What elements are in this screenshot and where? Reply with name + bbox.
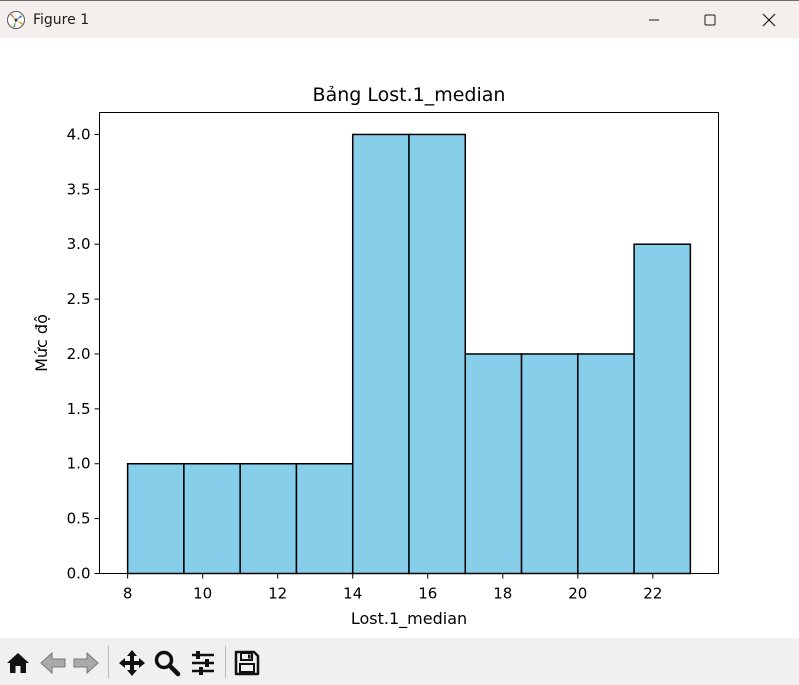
save-icon bbox=[234, 650, 260, 676]
histogram-bar bbox=[351, 133, 410, 575]
configure-subplots-button[interactable] bbox=[188, 648, 218, 678]
close-button[interactable] bbox=[740, 1, 798, 38]
x-tick-label: 10 bbox=[193, 585, 212, 603]
histogram-bar bbox=[633, 243, 692, 575]
window-titlebar: Figure 1 bbox=[0, 0, 799, 38]
matplotlib-app-icon bbox=[7, 11, 25, 29]
home-icon bbox=[7, 653, 29, 673]
back-button[interactable] bbox=[38, 648, 68, 678]
y-tick-label: 3.5 bbox=[67, 180, 91, 198]
navigation-toolbar bbox=[0, 638, 799, 685]
toolbar-separator bbox=[108, 646, 109, 678]
forward-button[interactable] bbox=[71, 648, 101, 678]
y-tick-label: 0.5 bbox=[67, 510, 91, 528]
minimize-button[interactable] bbox=[625, 1, 683, 38]
zoom-icon bbox=[154, 650, 181, 677]
x-tick-label: 12 bbox=[268, 585, 287, 603]
histogram-bar bbox=[464, 353, 523, 575]
y-tick-label: 0.0 bbox=[67, 565, 91, 583]
histogram-bar bbox=[126, 462, 185, 575]
y-tick-label: 2.5 bbox=[67, 290, 91, 308]
back-icon bbox=[40, 651, 66, 675]
zoom-button[interactable] bbox=[152, 648, 182, 678]
histogram-bar bbox=[577, 353, 635, 575]
histogram-bar bbox=[520, 353, 579, 575]
y-tick-label: 2.0 bbox=[67, 345, 91, 363]
maximize-icon bbox=[704, 14, 716, 25]
y-tick-label: 3.0 bbox=[67, 235, 91, 253]
histogram-chart: Bảng Lost.1_median 8 10 12 14 16 18 20 22 0.0 0.… bbox=[32, 84, 719, 629]
pan-button[interactable] bbox=[117, 648, 147, 678]
toolbar-separator bbox=[225, 646, 226, 678]
figure-canvas: Bảng Lost.1_median 8 10 12 14 16 18 20 22 0.0 0.… bbox=[0, 38, 799, 638]
window-title: Figure 1 bbox=[33, 12, 90, 28]
x-axis-label: Lost.1_median bbox=[351, 609, 467, 629]
pan-icon bbox=[119, 650, 145, 676]
y-tick-label: 4.0 bbox=[67, 125, 91, 143]
x-tick-label: 18 bbox=[493, 585, 512, 603]
histogram-bar bbox=[239, 462, 298, 575]
x-tick-label: 22 bbox=[643, 585, 662, 603]
histogram-bar bbox=[183, 462, 241, 575]
x-tick-label: 16 bbox=[418, 585, 437, 603]
chart-title: Bảng Lost.1_median bbox=[313, 84, 506, 106]
y-tick-label: 1.0 bbox=[67, 455, 91, 473]
y-tick-label: 1.5 bbox=[67, 400, 91, 418]
configure-subplots-icon bbox=[192, 651, 214, 675]
close-icon bbox=[762, 13, 776, 26]
plot-frame bbox=[99, 112, 719, 574]
x-tick-label: 14 bbox=[343, 585, 362, 603]
y-axis-label: Mức độ bbox=[32, 314, 51, 372]
minimize-icon bbox=[649, 19, 659, 20]
x-tick-label: 8 bbox=[123, 585, 133, 603]
x-tick-label: 20 bbox=[568, 585, 587, 603]
home-button[interactable] bbox=[3, 648, 33, 678]
forward-icon bbox=[73, 651, 99, 675]
maximize-button[interactable] bbox=[681, 1, 739, 38]
save-button[interactable] bbox=[232, 648, 262, 678]
histogram-bar bbox=[295, 462, 354, 575]
histogram-bar bbox=[408, 133, 467, 575]
